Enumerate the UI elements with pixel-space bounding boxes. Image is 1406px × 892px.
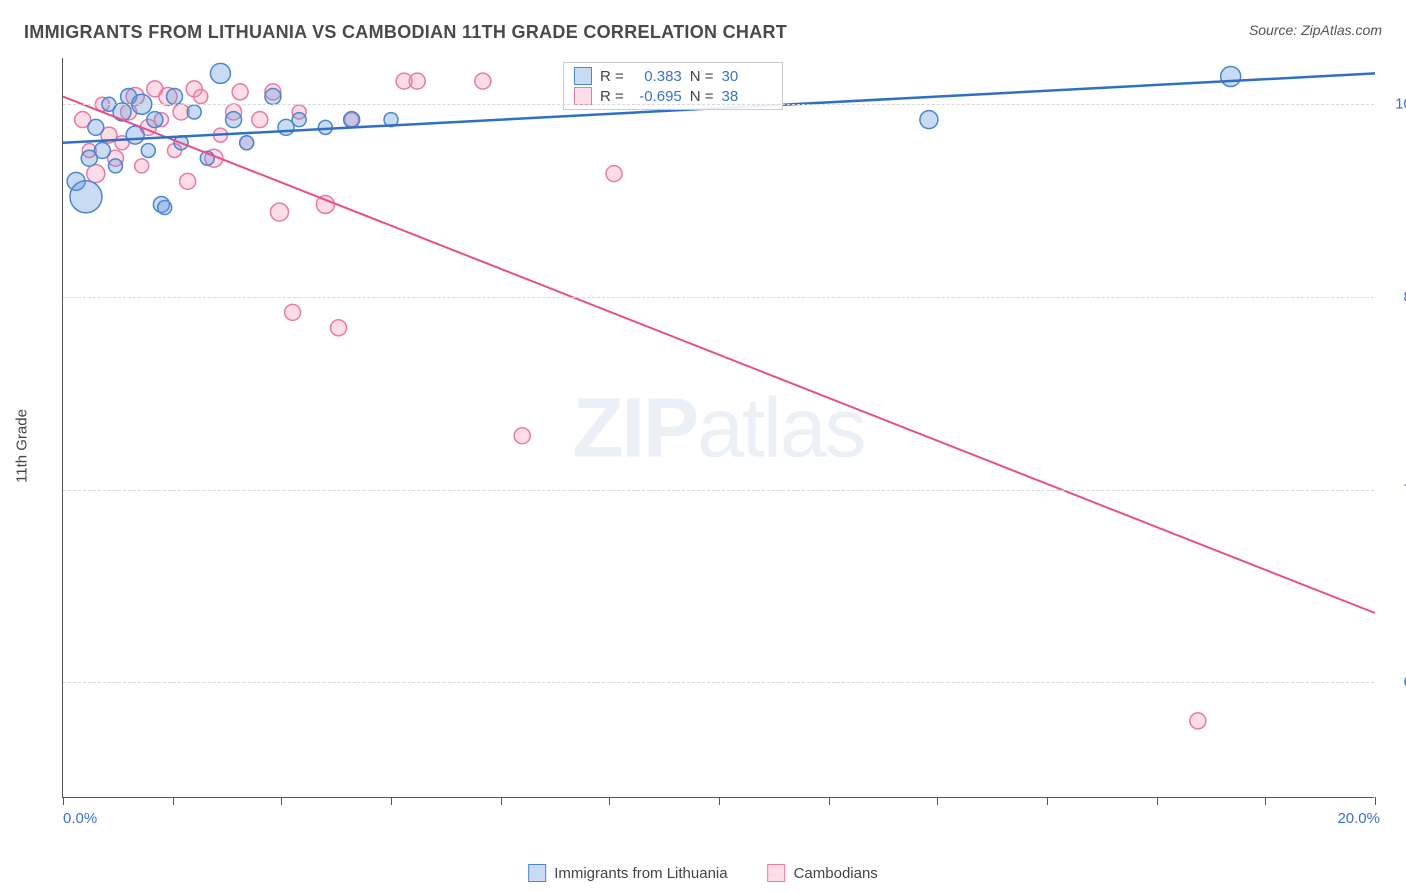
data-point [292,113,306,127]
x-tick [1047,797,1048,805]
data-point [232,84,248,100]
data-point [167,89,183,105]
data-point [409,73,425,89]
y-tick-label: 62.5% [1386,674,1406,691]
data-point [318,120,332,134]
legend-item-b: Cambodians [768,864,878,882]
x-tick [1375,797,1376,805]
data-point [1190,713,1206,729]
legend-swatch-blue [528,864,546,882]
y-tick-label: 87.5% [1386,288,1406,305]
data-point [180,173,196,189]
data-point [226,112,242,128]
data-point [475,73,491,89]
x-tick [63,797,64,805]
chart-title: IMMIGRANTS FROM LITHUANIA VS CAMBODIAN 1… [24,22,787,43]
x-tick [501,797,502,805]
x-tick [391,797,392,805]
gridline [63,682,1374,683]
data-point [514,428,530,444]
x-tick [1157,797,1158,805]
data-point [278,119,294,135]
data-point [252,112,268,128]
data-point [158,201,172,215]
y-tick-label: 100.0% [1386,96,1406,113]
data-point [87,165,105,183]
stats-row-b: R = -0.695 N = 38 [574,87,772,105]
plot-area: ZIPatlas R = 0.383 N = 30 R = -0.695 N =… [62,58,1374,798]
stats-row-a: R = 0.383 N = 30 [574,67,772,85]
data-point [135,159,149,173]
legend-item-a: Immigrants from Lithuania [528,864,727,882]
x-tick [1265,797,1266,805]
stats-box: R = 0.383 N = 30 R = -0.695 N = 38 [563,62,783,110]
bottom-legend: Immigrants from Lithuania Cambodians [528,864,878,882]
data-point [194,90,208,104]
data-point [187,105,201,119]
y-axis-label: 11th Grade [14,409,31,483]
data-point [240,136,254,150]
x-tick [829,797,830,805]
x-tick [609,797,610,805]
x-tick [719,797,720,805]
data-point [147,112,163,128]
data-point [1221,67,1241,87]
gridline [63,104,1374,105]
data-point [126,126,144,144]
y-tick-label: 75.0% [1386,481,1406,498]
data-point [270,203,288,221]
data-point [265,89,281,105]
data-point [70,181,102,213]
data-point [94,143,110,159]
trend-line [63,97,1375,613]
x-tick-max: 20.0% [1337,810,1380,827]
gridline [63,297,1374,298]
legend-swatch-pink [768,864,786,882]
data-point [285,304,301,320]
x-tick [937,797,938,805]
data-point [344,112,360,128]
x-tick [281,797,282,805]
data-point [210,63,230,83]
swatch-blue [574,67,592,85]
data-point [606,166,622,182]
x-tick [173,797,174,805]
swatch-pink [574,87,592,105]
data-point [88,119,104,135]
data-point [141,144,155,158]
source-label: Source: ZipAtlas.com [1249,22,1382,38]
gridline [63,490,1374,491]
x-tick-min: 0.0% [63,810,97,827]
data-point [331,320,347,336]
data-point [108,159,122,173]
data-point [920,111,938,129]
chart-svg [63,58,1374,797]
